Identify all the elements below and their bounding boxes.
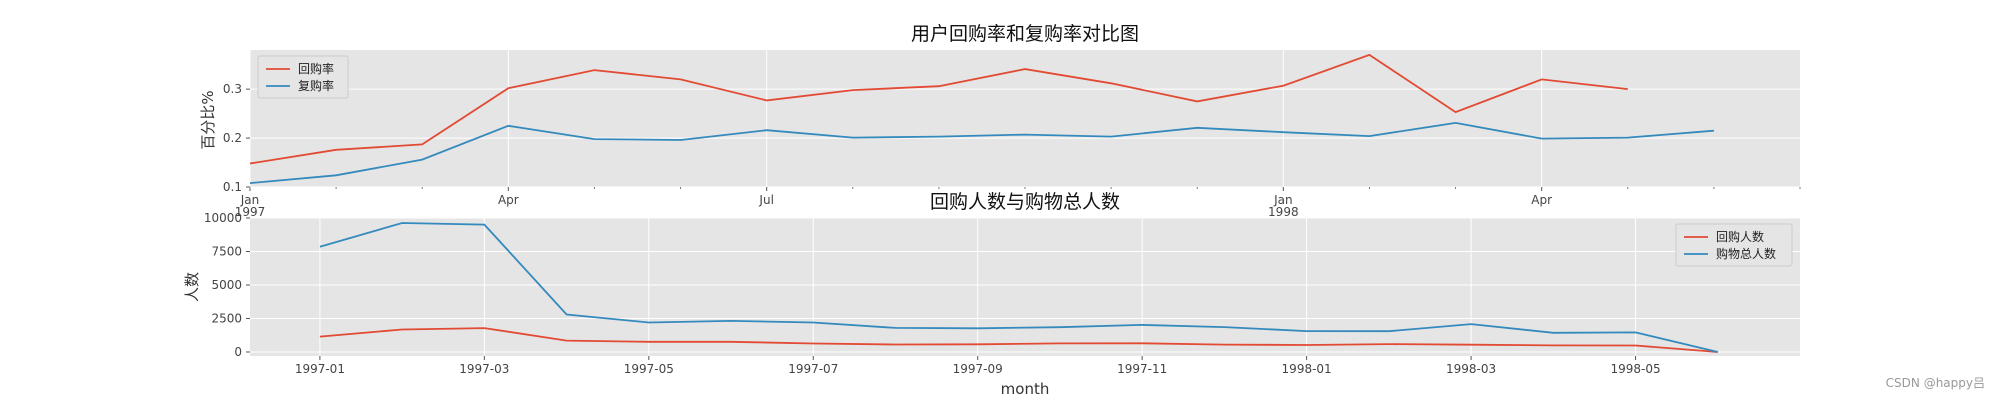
plot-area (250, 218, 1800, 356)
series-lines (249, 53, 1714, 184)
x-tick-label: 1997-05 (624, 362, 674, 376)
x-tick-sublabel: 1997 (235, 205, 266, 219)
x-tick-label: 1997-03 (459, 362, 509, 376)
y-tick-label: 7500 (211, 244, 242, 258)
y-axis-label: 百分比% (199, 90, 217, 149)
x-tick-label: 1997-07 (788, 362, 838, 376)
x-tick-label: 1997-01 (295, 362, 345, 376)
series-lines (319, 222, 1719, 353)
legend-box (257, 55, 349, 99)
legend-label: 回购率 (298, 61, 334, 76)
series-line-0 (319, 327, 1718, 353)
chart-title: 用户回购率和复购率对比图 (911, 23, 1139, 45)
y-tick-label: 0.3 (223, 82, 242, 96)
legend-label: 回购人数 (1716, 229, 1764, 244)
x-tick-label: 1997-11 (1117, 362, 1167, 376)
y-tick-label: 0 (234, 345, 242, 359)
chart-title: 回购人数与购物总人数 (930, 191, 1120, 213)
legend-label: 购物总人数 (1716, 246, 1776, 261)
x-tick-label: Jan (240, 193, 260, 207)
x-tick-label: 1998-03 (1446, 362, 1496, 376)
x-tick-sublabel: 1998 (1268, 205, 1299, 219)
y-axis-label: 人数 (183, 272, 201, 302)
y-tick-label: 10000 (204, 211, 242, 225)
x-tick-label: Apr (498, 193, 519, 207)
repurchase-count-chart: 回购人数与购物总人数 0 2500 5000 7500 10000 1997-01 1997… (183, 191, 1800, 398)
x-tick-label: 1998-05 (1610, 362, 1660, 376)
plot-area (250, 50, 1800, 187)
series-line-0 (249, 53, 1628, 165)
y-tick-label: 2500 (211, 311, 242, 325)
x-tick-label: Jul (758, 193, 773, 207)
y-tick-label: 5000 (211, 278, 242, 292)
x-tick-label: Apr (1531, 193, 1552, 207)
legend-label: 复购率 (298, 78, 334, 93)
x-tick-label: 1998-01 (1282, 362, 1332, 376)
axis-ticks: 0 2500 5000 7500 10000 1997-01 1997-03 1997-05 1… (204, 211, 1661, 376)
series-line-1 (249, 121, 1714, 184)
watermark: CSDN @happy吕 (1886, 376, 1985, 390)
x-tick-label: Jan (1273, 193, 1293, 207)
x-axis-label: month (1001, 380, 1050, 398)
legend-box (1675, 223, 1793, 267)
y-tick-label: 0.1 (223, 180, 242, 194)
x-tick-label: 1997-09 (953, 362, 1003, 376)
y-tick-label: 0.2 (223, 131, 242, 145)
series-line-1 (319, 222, 1719, 353)
